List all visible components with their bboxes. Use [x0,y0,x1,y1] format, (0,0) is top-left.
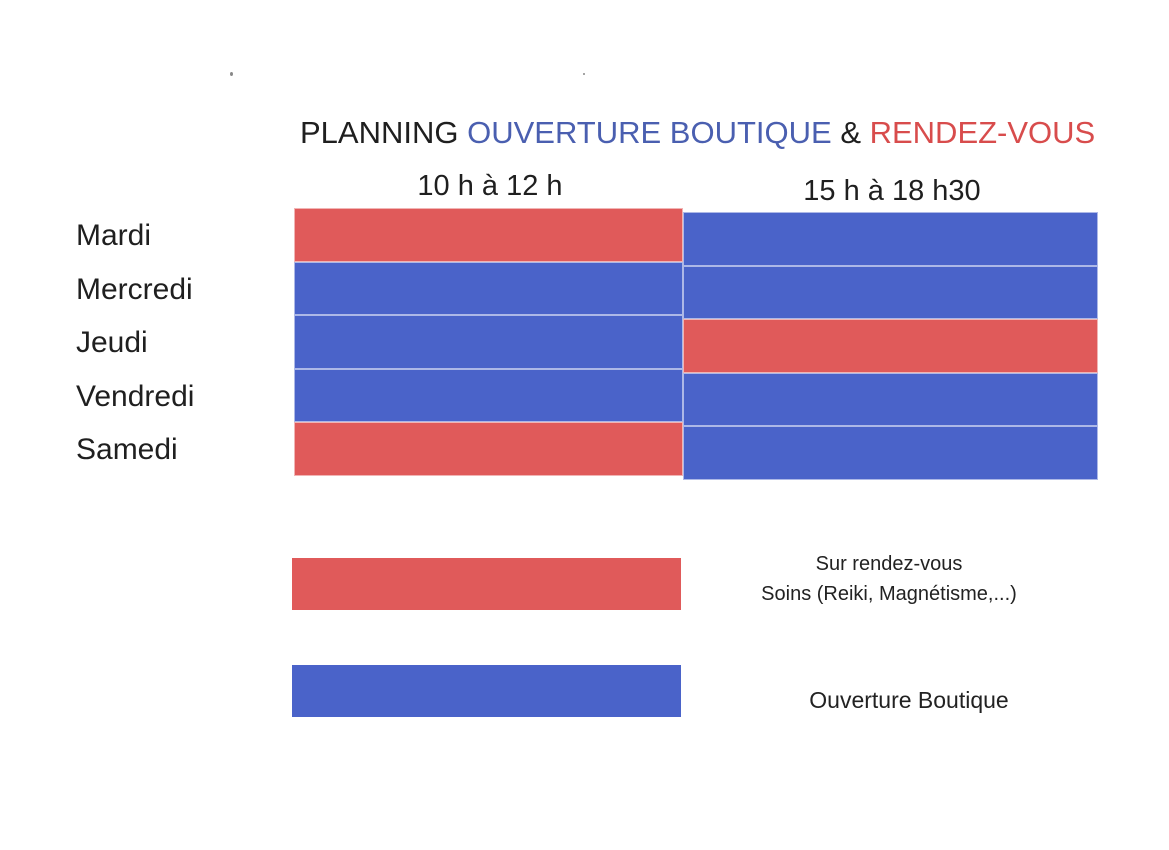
legend-label-soins: Soins (Reiki, Magnétisme,...) [761,583,1017,605]
day-label-samedi: Samedi [76,433,178,466]
legend-swatch-rendez-vous [292,558,681,610]
schedule-cell-vendredi-morning [294,368,683,423]
legend-label-sur-rendez-vous: Sur rendez-vous [815,553,963,575]
title-ouverture-boutique: OUVERTURE BOUTIQUE [467,115,832,150]
schedule-cell-jeudi-morning [294,315,683,369]
day-label-jeudi: Jeudi [76,326,148,359]
title-rendez-vous: RENDEZ-VOUS [869,115,1096,150]
day-label-mardi: Mardi [76,219,152,252]
title-planning: PLANNING [300,115,468,150]
scan-speck [583,73,585,75]
title-ampersand: & [831,115,870,150]
planning-title: PLANNING OUVERTURE BOUTIQUE & RENDEZ-VOU… [300,113,1095,153]
column-header-morning: 10 h à 12 h [417,170,563,202]
schedule-cell-mercredi-morning [294,261,683,316]
column-header-afternoon: 15 h à 18 h30 [803,175,981,207]
schedule-cell-samedi-morning [294,422,683,476]
legend-swatch-ouverture-boutique [292,665,681,717]
schedule-cell-mardi-morning [294,208,683,262]
schedule-cell-samedi-afternoon [683,426,1098,480]
scan-speck [230,72,233,76]
schedule-cell-mardi-afternoon [683,212,1098,266]
legend-label-ouverture-boutique: Ouverture Boutique [809,687,1009,713]
day-label-mercredi: Mercredi [76,273,193,306]
schedule-grid [294,208,1098,480]
schedule-cell-vendredi-afternoon [683,372,1098,427]
day-label-vendredi: Vendredi [76,380,195,413]
schedule-cell-jeudi-afternoon [683,319,1098,373]
schedule-cell-mercredi-afternoon [683,265,1098,320]
